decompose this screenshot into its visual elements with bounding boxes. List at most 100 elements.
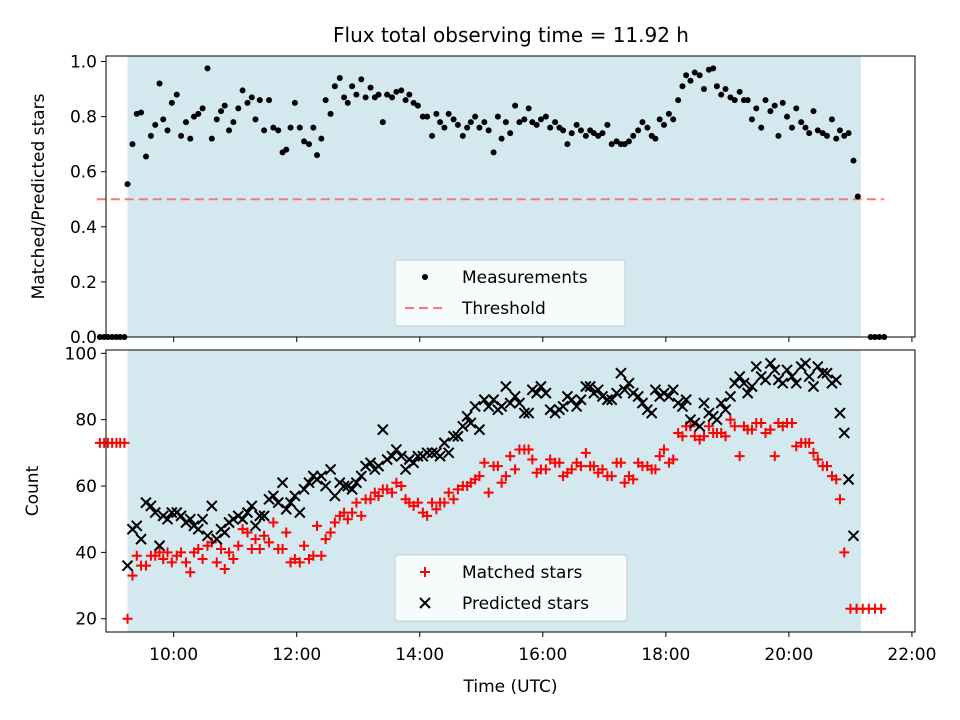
data-point xyxy=(808,447,819,458)
data-point xyxy=(327,110,334,117)
data-point xyxy=(568,130,575,137)
axes-frame xyxy=(105,55,916,338)
legend-box xyxy=(394,554,628,622)
data-point xyxy=(464,124,471,131)
data-point xyxy=(187,135,194,142)
data-point xyxy=(445,110,452,117)
data-point xyxy=(691,69,698,76)
data-point xyxy=(625,138,632,145)
data-point xyxy=(502,119,509,126)
data-point xyxy=(227,513,240,525)
data-point xyxy=(389,94,396,101)
data-point xyxy=(338,480,350,492)
data-point xyxy=(283,146,290,153)
data-point xyxy=(592,384,604,396)
data-point xyxy=(342,514,353,525)
data-point xyxy=(636,397,649,409)
data-point xyxy=(748,116,755,123)
data-point xyxy=(178,132,185,139)
data-point xyxy=(414,102,421,109)
data-point xyxy=(166,557,177,568)
data-point xyxy=(239,87,246,94)
data-point xyxy=(324,463,337,476)
data-point xyxy=(473,423,486,436)
data-point xyxy=(632,390,644,403)
data-point xyxy=(529,119,536,126)
data-point xyxy=(729,377,741,389)
x-tick-label: 12:00 xyxy=(272,645,321,665)
data-point xyxy=(621,141,628,148)
data-point xyxy=(834,407,846,419)
data-point xyxy=(650,464,661,475)
data-point xyxy=(615,457,626,468)
data-point xyxy=(208,135,215,142)
data-point xyxy=(465,417,477,429)
data-point xyxy=(812,360,824,373)
data-point xyxy=(261,127,268,134)
data-point xyxy=(443,487,454,498)
y-tick-label: 20 xyxy=(75,610,97,630)
data-point xyxy=(341,94,348,101)
chart-title: Flux total observing time = 11.92 h xyxy=(333,23,689,47)
data-point xyxy=(439,497,450,508)
data-point xyxy=(762,97,769,104)
data-point xyxy=(821,367,833,379)
data-point xyxy=(233,540,244,551)
data-point xyxy=(604,121,611,128)
data-point xyxy=(658,387,670,399)
data-point xyxy=(557,400,569,413)
data-point xyxy=(469,400,481,413)
data-point xyxy=(601,394,614,406)
data-point xyxy=(831,474,842,485)
data-point xyxy=(457,420,469,433)
data-point xyxy=(806,130,813,137)
data-point xyxy=(676,400,689,413)
data-point xyxy=(250,534,261,545)
data-point xyxy=(803,370,815,383)
series-measurements xyxy=(96,65,888,340)
data-point xyxy=(597,464,608,475)
data-point xyxy=(533,121,540,128)
data-point xyxy=(516,119,523,126)
data-point xyxy=(828,116,835,123)
data-point xyxy=(483,487,494,498)
data-point xyxy=(258,510,270,522)
data-point xyxy=(804,437,815,448)
data-point xyxy=(680,394,692,406)
data-point xyxy=(218,108,225,115)
data-point xyxy=(190,113,197,120)
data-point xyxy=(786,417,797,428)
data-point xyxy=(419,113,426,120)
data-point xyxy=(784,113,791,120)
data-point xyxy=(802,124,809,131)
data-point xyxy=(769,451,780,462)
legend-marker xyxy=(419,597,431,609)
data-point xyxy=(836,127,843,134)
data-point xyxy=(750,360,762,373)
data-point xyxy=(847,530,860,542)
data-point xyxy=(474,471,485,482)
data-point xyxy=(429,132,436,139)
data-point xyxy=(667,384,679,396)
data-point xyxy=(595,132,602,139)
data-point xyxy=(729,421,740,432)
data-point xyxy=(764,357,777,369)
data-point xyxy=(834,494,845,505)
data-point xyxy=(727,94,734,101)
data-point xyxy=(254,544,265,555)
data-point xyxy=(645,407,658,419)
y-tick-label: 0.6 xyxy=(70,163,97,183)
data-point xyxy=(570,400,583,413)
data-point xyxy=(241,506,254,519)
data-point xyxy=(547,124,554,131)
x-tick-label: 14:00 xyxy=(395,645,444,665)
data-point xyxy=(698,431,709,442)
data-point xyxy=(450,116,457,123)
data-point xyxy=(769,364,781,376)
data-point xyxy=(193,544,204,555)
data-point xyxy=(509,390,521,403)
data-point xyxy=(552,119,559,126)
data-point xyxy=(289,490,301,502)
data-point xyxy=(744,97,751,104)
data-point xyxy=(246,500,258,512)
